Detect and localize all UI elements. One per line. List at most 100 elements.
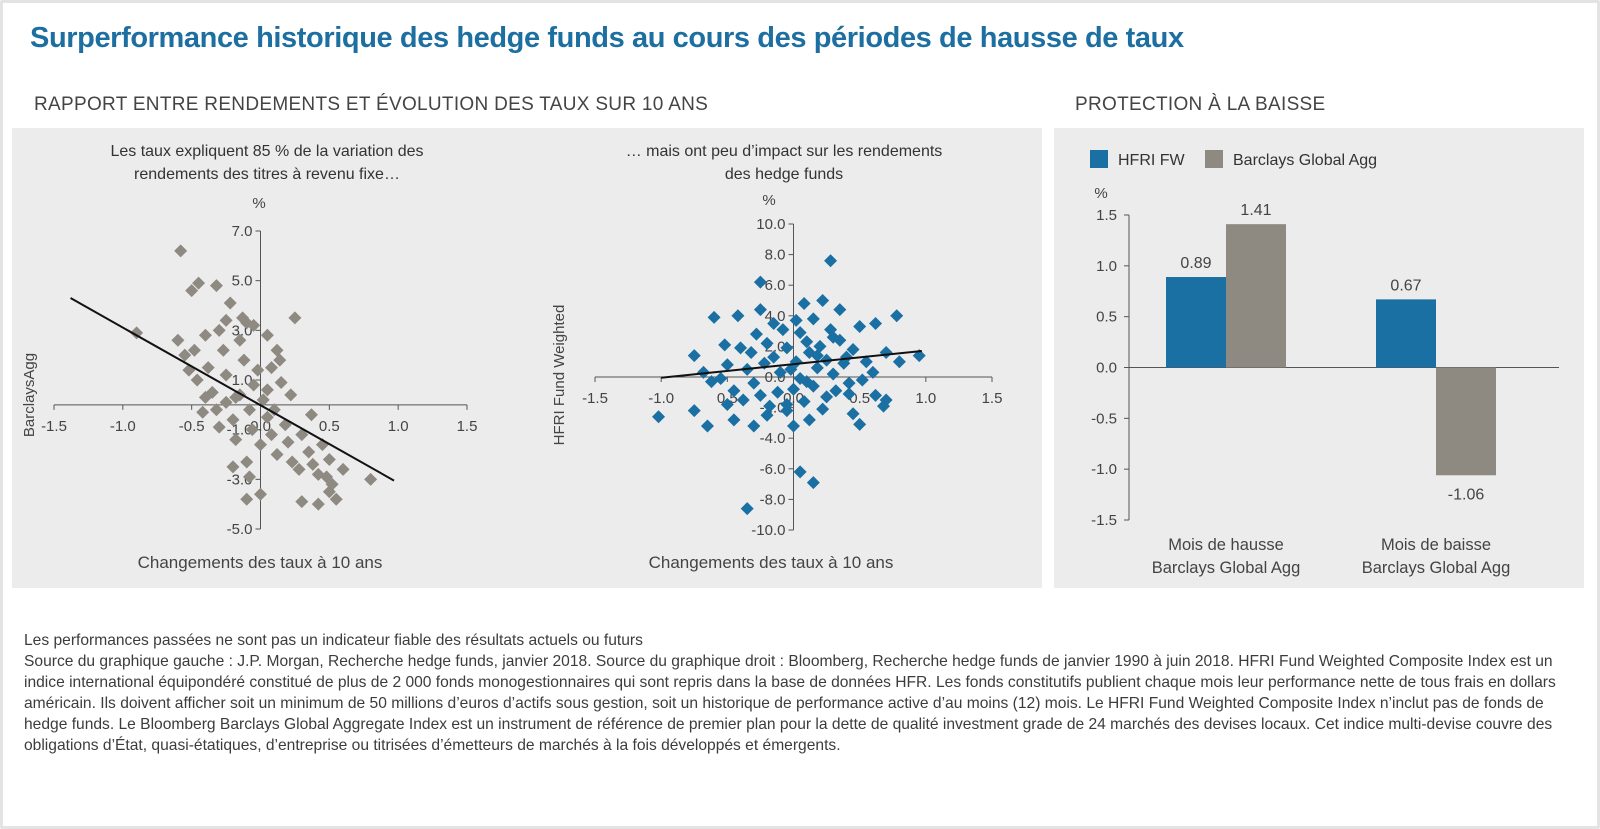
scatter-point [866,365,880,379]
scatter-point [784,362,798,376]
y-axis-title: BarclaysAgg [21,353,38,437]
right-section-title: PROTECTION À LA BAISSE [1075,94,1326,115]
scatter-points [652,254,926,516]
left-section-title: RAPPORT ENTRE RENDEMENTS ET ÉVOLUTION DE… [34,94,709,115]
scatter-point [295,495,309,509]
scatter-point [254,487,267,501]
y-axis-title: HFRI Fund Weighted [551,305,568,446]
scatter-point [810,361,824,375]
legend-swatch [1090,150,1108,168]
y-unit-label: % [762,192,775,209]
scatter-point [226,413,240,427]
scatter-point [322,452,336,466]
scatter-point [797,394,811,408]
scatter-panel: Les taux expliquent 85 % de la variation… [12,128,1042,588]
y-tick-label: -8.0 [760,491,786,508]
scatter-point [731,309,745,323]
scatter-point [892,355,906,369]
y-tick-label: 5.0 [232,273,253,290]
scatter-point [260,328,274,342]
scatter-point [212,420,226,434]
scatter-point [776,323,790,337]
scatter-point [780,398,794,412]
scatter-point [727,384,741,398]
scatter-point [216,343,230,357]
y-tick-label: 1.5 [1096,207,1117,224]
chart-subtitle: … mais ont peu d’impact sur les rendemen… [626,143,943,160]
x-tick-label: -0.5 [179,418,205,435]
scatter-point [285,455,299,469]
x-tick-label: 1.5 [982,390,1003,407]
scatter-point [281,435,295,449]
scatter-point [773,365,787,379]
scatter-point [256,393,270,407]
scatter-point [879,346,893,360]
scatter-point [816,402,830,416]
scatter-point [311,497,325,511]
scatter-charts: Les taux expliquent 85 % de la variation… [21,143,1003,572]
scatter-point [201,361,215,375]
scatter-point [802,346,816,360]
scatter-point [720,398,734,412]
scatter-point [820,390,834,404]
scatter-chart-1: Les taux expliquent 85 % de la variation… [21,143,477,572]
y-tick-label: 4.0 [765,308,786,325]
footnote-disclaimer: Les performances passées ne sont pas un … [24,632,643,649]
x-tick-label: -1.5 [41,418,67,435]
scatter-point [837,356,851,370]
trend-line [661,349,922,379]
x-axis-title: Changements des taux à 10 ans [649,553,894,572]
scatter-point [236,311,250,325]
x-tick-label: -1.5 [582,390,608,407]
scatter-point [240,455,254,469]
bar-chart-body: HFRI FW Barclays Global Agg% 1.5 1.0 0.5 0.0 -… [1090,150,1559,577]
bar [1376,299,1436,368]
scatter-point [192,276,206,290]
scatter-point [767,316,781,330]
scatter-point [226,460,240,474]
y-tick-label: -5.0 [227,521,253,538]
scatter-point [797,297,811,311]
scatter-point [306,457,320,471]
scatter-point [826,367,840,381]
scatter-points [130,244,378,511]
scatter-point [274,375,288,389]
scatter-point [697,365,711,379]
scatter-point [810,349,824,363]
scatter-point [833,303,847,317]
footnote-sources: Source du graphique gauche : J.P. Morgan… [24,653,1556,754]
category-label: Mois de hausse [1168,536,1284,554]
y-tick-label: -1.5 [1091,512,1117,529]
scatter-point [760,336,774,350]
scatter-point [187,343,201,357]
y-tick-label: -0.5 [1091,410,1117,427]
x-tick-label: 1.5 [457,418,478,435]
scatter-point [763,399,777,413]
scatter-point [747,419,761,433]
scatter-point [789,355,803,369]
scatter-point [223,296,237,310]
scatter-point [687,349,701,363]
scatter-point [174,244,188,258]
scatter-point [855,373,869,387]
scatter-point [771,385,785,399]
scatter-point [753,303,767,317]
scatter-point [182,363,196,377]
scatter-point [260,410,274,424]
scatter-point [829,384,843,398]
scatter-point [265,428,279,442]
scatter-point [233,333,247,347]
bar-chart: HFRI FW Barclays Global Agg% 1.5 1.0 0.5 0.0 -… [1090,150,1559,577]
x-tick-label: -1.0 [110,418,136,435]
scatter-point [727,413,741,427]
scatter-point [270,448,284,461]
scatter-point [265,361,279,375]
scatter-point [869,388,883,402]
scatter-point [254,438,267,452]
category-label: Barclays Global Agg [1152,559,1301,577]
scatter-point [839,350,853,364]
scatter-point [322,485,336,499]
scatter-point [869,316,883,330]
scatter-point [824,254,838,268]
